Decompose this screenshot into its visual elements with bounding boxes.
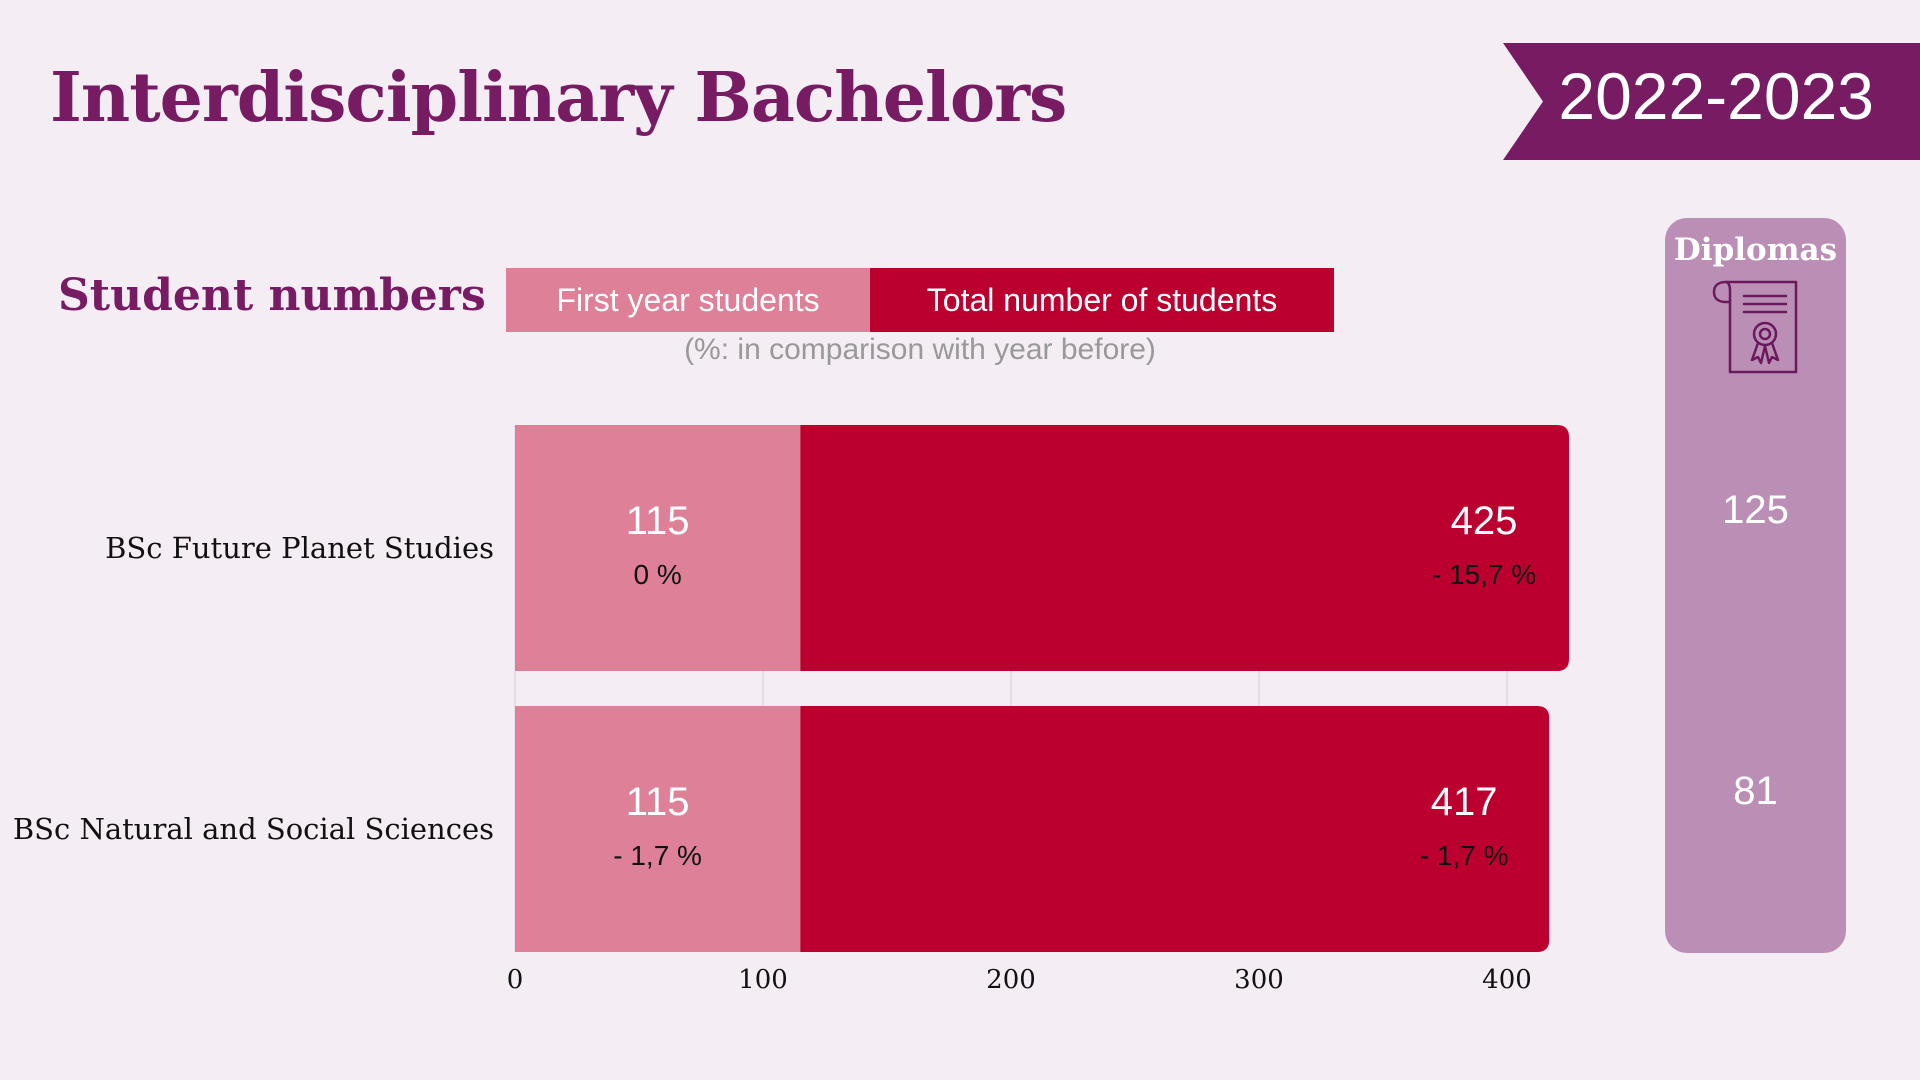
tick-label: 200 <box>986 965 1036 995</box>
change-label: 0 % <box>633 559 681 590</box>
category-label: BSc Future Planet Studies <box>105 531 494 565</box>
tick-label: 0 <box>507 965 524 995</box>
bar-total <box>800 425 1569 671</box>
section-title: Student numbers <box>58 270 486 321</box>
tick-label: 400 <box>1482 965 1532 995</box>
change-label: - 15,7 % <box>1432 559 1536 590</box>
change-label: - 1,7 % <box>1420 840 1509 871</box>
change-label: - 1,7 % <box>613 840 702 871</box>
diplomas-title: Diplomas <box>1673 232 1838 268</box>
tick-label: 300 <box>1234 965 1284 995</box>
bar-first-year <box>515 706 801 952</box>
diplomas-panel: Diplomas 125 81 <box>1665 218 1846 953</box>
data-label: 425 <box>1451 499 1518 543</box>
legend-note: (%: in comparison with year before) <box>684 333 1156 366</box>
diploma-value: 125 <box>1722 488 1789 532</box>
tick-label: 100 <box>738 965 788 995</box>
data-label: 417 <box>1431 780 1498 824</box>
bar-chart: BSc Future Planet Studies 115 0 % 425 - 15,7… <box>13 425 1569 995</box>
diploma-certificate-icon <box>1712 280 1798 374</box>
diploma-value: 81 <box>1733 769 1778 813</box>
year-banner: 2022-2023 <box>1503 43 1920 160</box>
category-label: BSc Natural and Social Sciences <box>13 812 494 846</box>
bar-first-year <box>515 425 801 671</box>
data-label: 115 <box>626 780 690 824</box>
academic-year: 2022-2023 <box>1558 59 1874 133</box>
data-label: 115 <box>626 499 690 543</box>
legend-first-year: First year students <box>506 268 870 332</box>
bar-total <box>800 706 1550 952</box>
legend-total: Total number of students <box>870 268 1334 332</box>
banner-shape <box>1503 43 1920 160</box>
page-title: Interdisciplinary Bachelors <box>50 58 1067 138</box>
